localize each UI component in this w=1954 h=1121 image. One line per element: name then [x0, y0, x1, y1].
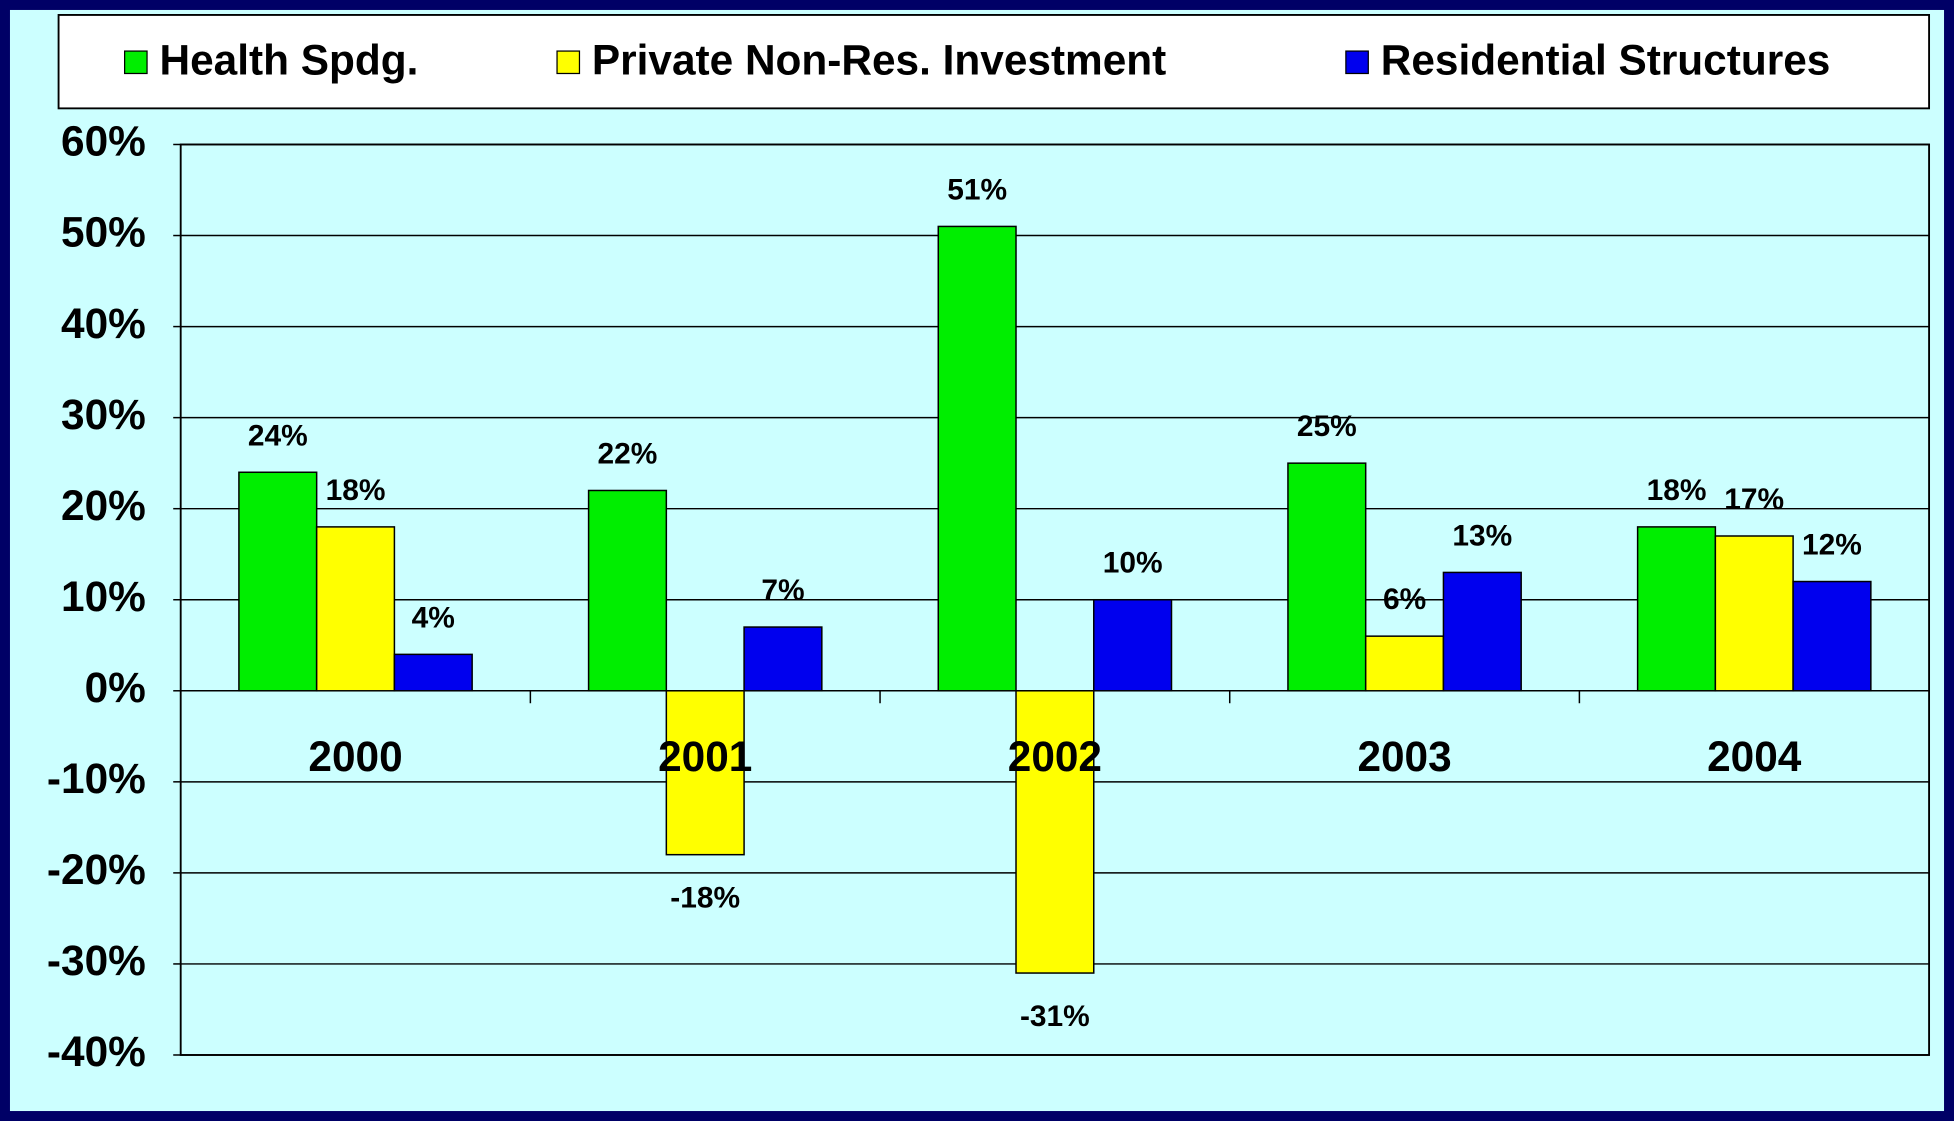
data-label: 18%: [326, 474, 386, 507]
bar: [1364, 635, 1445, 692]
data-label: 22%: [598, 437, 658, 470]
data-label: 4%: [412, 601, 455, 634]
data-label: 24%: [248, 419, 308, 452]
bar: [743, 626, 823, 692]
bar: [238, 471, 318, 692]
y-tick-label: 0%: [85, 664, 146, 711]
data-label: 6%: [1383, 583, 1426, 616]
legend-swatch: [123, 50, 148, 75]
y-tick-label: 10%: [61, 573, 146, 620]
bar: [937, 225, 1017, 692]
legend-swatch: [1345, 50, 1369, 75]
bar: [1714, 535, 1794, 692]
y-tick-label: 20%: [61, 482, 146, 529]
y-tick-label: 30%: [61, 391, 146, 438]
y-tick-label: -10%: [47, 755, 146, 802]
y-tick-label: 40%: [61, 300, 146, 347]
y-tick-label: -40%: [47, 1028, 146, 1075]
bar: [1442, 571, 1522, 692]
data-label: 18%: [1647, 474, 1707, 507]
data-label: 7%: [761, 574, 804, 607]
x-tick-label: 2002: [1008, 733, 1102, 780]
legend-label: Health Spdg.: [160, 37, 419, 84]
legend-swatch: [556, 50, 581, 75]
data-label: -18%: [670, 881, 740, 914]
x-tick-label: 2003: [1357, 733, 1451, 780]
bar: [1636, 526, 1717, 692]
y-tick-label: 60%: [61, 118, 146, 165]
y-tick-label: 50%: [61, 209, 146, 256]
bar: [393, 653, 473, 692]
x-tick-label: 2000: [308, 733, 402, 780]
data-label: 25%: [1297, 410, 1357, 443]
bar: [315, 526, 396, 692]
bar: [1093, 598, 1173, 692]
data-label: 13%: [1452, 519, 1512, 552]
data-label: 10%: [1103, 547, 1163, 580]
bar: [1792, 580, 1872, 692]
data-label: 17%: [1724, 483, 1784, 516]
legend-label: Private Non-Res. Investment: [592, 37, 1166, 84]
data-label: 12%: [1802, 529, 1862, 562]
x-tick-label: 2004: [1707, 733, 1802, 780]
y-tick-label: -30%: [47, 937, 146, 984]
data-label: -31%: [1020, 1000, 1090, 1033]
legend-box: [57, 14, 1931, 110]
bar: [587, 489, 668, 692]
data-label: 51%: [947, 173, 1007, 206]
x-tick-label: 2001: [658, 733, 752, 780]
legend-label: Residential Structures: [1381, 37, 1831, 84]
bar: [665, 690, 745, 856]
bar: [1287, 462, 1367, 692]
y-tick-label: -20%: [47, 846, 146, 893]
bar: [1015, 690, 1095, 974]
